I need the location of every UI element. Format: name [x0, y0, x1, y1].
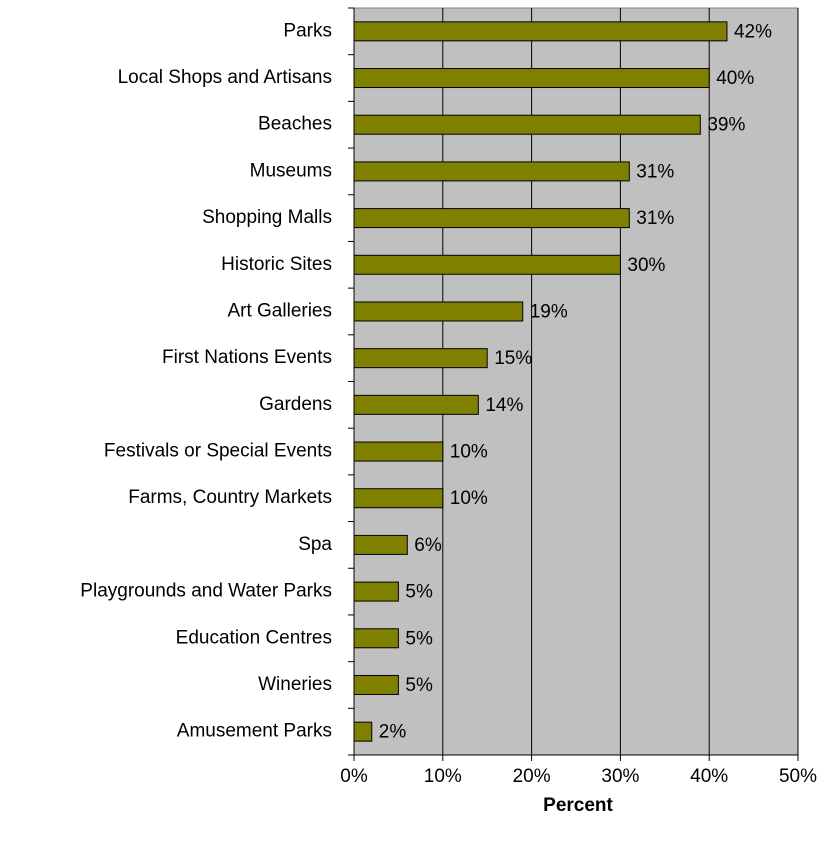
- x-tick-label: 10%: [424, 766, 462, 787]
- y-tick-label: Museums: [250, 160, 332, 181]
- x-tick-label: 50%: [779, 766, 817, 787]
- data-label: 39%: [707, 115, 745, 136]
- bar: [353, 348, 488, 369]
- data-label: 42%: [734, 21, 772, 42]
- y-tick-label: Shopping Malls: [202, 207, 332, 228]
- bar: [353, 534, 408, 555]
- y-tick-label: Playgrounds and Water Parks: [80, 581, 332, 602]
- bar: [353, 488, 444, 509]
- bar: [353, 628, 399, 649]
- x-tick-label: 20%: [513, 766, 551, 787]
- data-label: 5%: [405, 675, 433, 696]
- y-tick-label: First Nations Events: [162, 347, 332, 368]
- x-tick-label: 40%: [690, 766, 728, 787]
- data-label: 14%: [485, 395, 523, 416]
- data-label: 19%: [530, 301, 568, 322]
- data-label: 2%: [379, 722, 407, 743]
- bar: [353, 394, 479, 415]
- bar: [353, 114, 701, 135]
- data-label: 31%: [636, 161, 674, 182]
- data-label: 5%: [405, 628, 433, 649]
- y-tick-label: Historic Sites: [221, 254, 332, 275]
- y-tick-label: Gardens: [259, 394, 332, 415]
- y-tick-label: Parks: [283, 20, 332, 41]
- y-tick-label: Art Galleries: [227, 300, 332, 321]
- x-tick-label: 30%: [601, 766, 639, 787]
- data-label: 10%: [450, 488, 488, 509]
- bar: [353, 161, 630, 182]
- data-label: 40%: [716, 68, 754, 89]
- bar: [353, 674, 399, 695]
- x-axis-title: Percent: [543, 795, 613, 816]
- bar: [353, 441, 444, 462]
- x-tick-label: 0%: [340, 766, 368, 787]
- bar: [353, 21, 728, 42]
- data-label: 6%: [414, 535, 442, 556]
- y-tick-label: Festivals or Special Events: [104, 441, 332, 462]
- y-tick-label: Local Shops and Artisans: [118, 67, 332, 88]
- y-tick-label: Farms, Country Markets: [128, 487, 332, 508]
- data-label: 10%: [450, 442, 488, 463]
- y-tick-label: Wineries: [258, 674, 332, 695]
- data-label: 31%: [636, 208, 674, 229]
- bar: [353, 301, 524, 322]
- y-tick-label: Amusement Parks: [177, 721, 332, 742]
- data-label: 5%: [405, 582, 433, 603]
- y-tick-label: Education Centres: [176, 627, 332, 648]
- y-tick-label: Beaches: [258, 114, 332, 135]
- bar: [353, 254, 621, 275]
- y-tick-label: Spa: [298, 534, 332, 555]
- bar: [353, 208, 630, 229]
- data-label: 15%: [494, 348, 532, 369]
- bar: [353, 68, 710, 89]
- bar: [353, 581, 399, 602]
- bar: [353, 721, 373, 742]
- data-label: 30%: [627, 255, 665, 276]
